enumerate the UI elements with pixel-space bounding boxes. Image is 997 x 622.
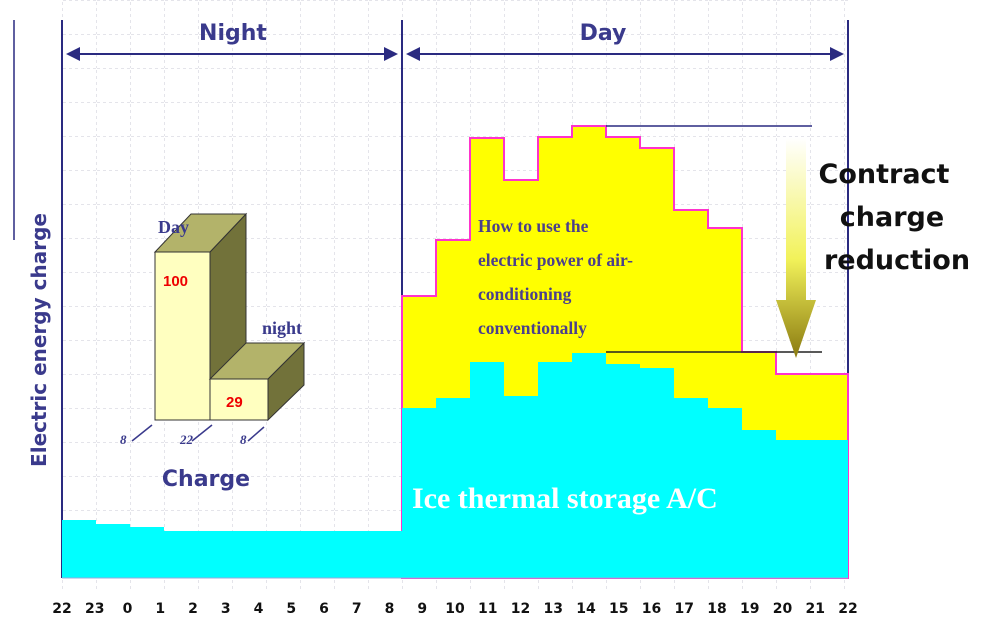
x-tick-label: 3: [221, 601, 231, 617]
ice-storage-label: Ice thermal storage A/C: [412, 482, 718, 515]
night-span-arrow: [66, 47, 398, 61]
y-axis-label: Electric energy charge: [27, 213, 51, 467]
conventional-note-line: conventionally: [478, 318, 587, 338]
x-tick-label: 19: [740, 601, 759, 617]
reduction-label-line: Contract: [819, 159, 950, 190]
x-tick-label: 20: [773, 601, 793, 617]
x-tick-label: 10: [445, 601, 465, 617]
day-label: Day: [580, 21, 627, 46]
x-tick-label: 14: [576, 601, 596, 617]
x-tick-label: 6: [319, 601, 329, 617]
x-tick-label: 0: [123, 601, 133, 617]
ice-storage-load-area: [62, 353, 848, 578]
x-tick-label: 18: [707, 601, 726, 617]
x-tick-label: 12: [511, 601, 530, 617]
x-tick-label: 16: [642, 601, 661, 617]
charge-inset: Day night 100 29 8 22 8 Charge: [120, 212, 306, 492]
x-tick-label: 17: [675, 601, 694, 617]
conventional-note-line: How to use the: [478, 216, 589, 236]
x-tick-label: 8: [385, 601, 395, 617]
x-tick-label: 22: [52, 601, 71, 617]
x-tick-label: 22: [838, 601, 857, 617]
x-tick-label: 1: [155, 601, 165, 617]
reduction-label-line: reduction: [824, 245, 970, 276]
conventional-note-line: electric power of air-: [478, 250, 633, 270]
day-charge-value: 100: [163, 273, 188, 290]
x-tick-label: 13: [544, 601, 563, 617]
x-tick-label: 21: [806, 601, 825, 617]
reduction-label-line: charge: [840, 202, 944, 233]
reduction-label: Contract charge reduction: [819, 159, 971, 276]
conventional-note: How to use the electric power of air- co…: [478, 216, 633, 338]
day-charge-block: [154, 251, 211, 421]
inset-hour-label: 22: [179, 432, 194, 447]
inset-day-label: Day: [158, 217, 189, 237]
night-charge-value: 29: [226, 394, 243, 411]
night-charge-block: [209, 378, 269, 421]
night-label: Night: [199, 21, 267, 46]
x-tick-label: 5: [286, 601, 296, 617]
inset-charge-title: Charge: [162, 467, 250, 492]
x-axis-ticks: 22 23 0 1 2 3 4 5 6 7 8 9 10 11 12 13 14 15 16 17 18 19 20 21 22: [52, 601, 857, 617]
x-tick-label: 7: [352, 601, 362, 617]
conventional-note-line: conditioning: [478, 284, 572, 304]
inset-night-label: night: [262, 318, 302, 338]
reduction-arrow-icon: [776, 138, 816, 358]
x-tick-label: 9: [417, 601, 427, 617]
x-tick-label: 2: [188, 601, 198, 617]
x-tick-label: 4: [254, 601, 264, 617]
day-span-arrow: [406, 47, 844, 61]
x-tick-label: 15: [609, 601, 628, 617]
x-tick-label: 11: [478, 601, 497, 617]
inset-hour-label: 8: [120, 432, 127, 447]
x-tick-label: 23: [85, 601, 104, 617]
inset-hour-label: 8: [240, 432, 247, 447]
